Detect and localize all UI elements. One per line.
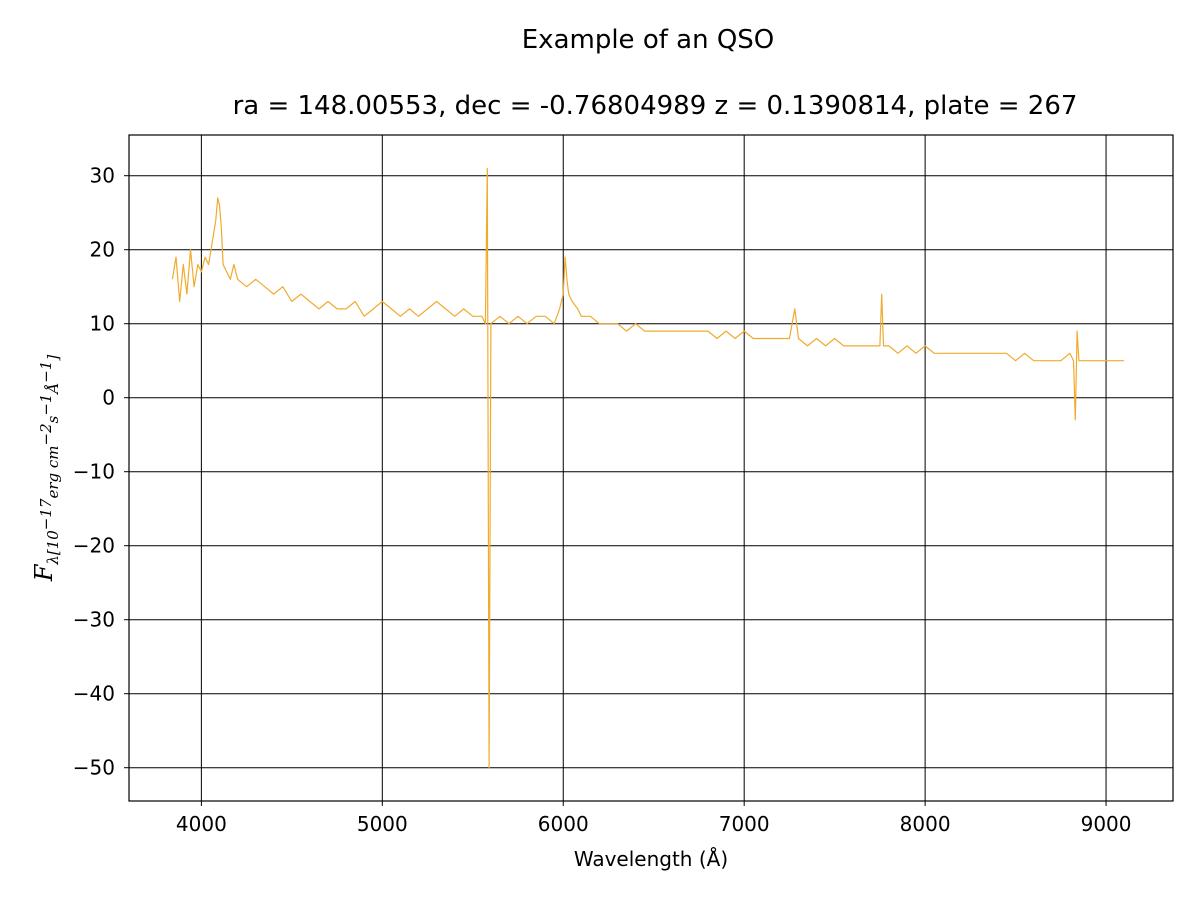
y-axis-label-sub: λ[10 [44,530,62,566]
x-tick-label: 4000 [176,812,227,836]
y-tick-label: 10 [90,312,115,336]
y-tick-label: −10 [73,460,115,484]
y-axis-label-mid1: erg cm [44,445,62,498]
x-axis-label: Wavelength (Å) [574,847,728,871]
y-axis-label-end: ] [44,355,62,362]
x-tick-label: 9000 [1081,812,1132,836]
y-tick-label: −40 [73,682,115,706]
x-tick-label: 8000 [900,812,951,836]
x-tick-label: 7000 [719,812,770,836]
spectrum-line [171,167,1125,769]
y-axis-label-sup4: −1 [37,361,55,383]
x-axis-ticks: 4000 5000 6000 7000 8000 9000 [176,801,1132,836]
chart-suptitle: Example of an QSO [522,25,775,55]
y-axis-label-sup2: −2 [37,423,55,445]
y-tick-label: 0 [102,386,115,410]
y-axis-ticks: 30 20 10 0 −10 −20 −30 −40 −50 [73,164,129,780]
y-axis-label-mid3: Å [44,383,62,396]
spectrum-series [171,167,1125,769]
x-tick-label: 5000 [357,812,408,836]
chart-title: ra = 148.00553, dec = -0.76804989 z = 0.… [233,91,1078,121]
grid [129,135,1173,801]
x-tick-label: 6000 [538,812,589,836]
y-tick-label: 30 [90,164,115,188]
y-axis-label-main: F [30,563,58,582]
y-axis-label-sup1: −17 [37,498,55,530]
plot-area-frame [128,134,1174,802]
y-tick-label: 20 [90,238,115,262]
y-tick-label: −20 [73,534,115,558]
y-axis-label: Fλ[10−17erg cm−2s−1Å−1] [30,355,62,583]
y-axis-label-sup3: −1 [37,394,55,416]
y-tick-label: −30 [73,608,115,632]
y-axis-label-mid2: s [44,415,62,423]
y-tick-label: −50 [73,756,115,780]
